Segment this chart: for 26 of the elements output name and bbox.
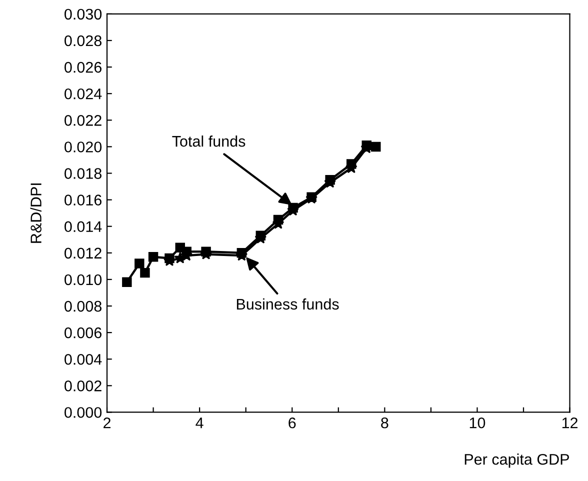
- x-tick-label: 10: [470, 417, 486, 428]
- x-tick-label: 8: [381, 417, 388, 428]
- x-tick-label: 12: [562, 417, 578, 428]
- annotation: Business funds: [236, 298, 339, 310]
- y-tick-label: 0.018: [64, 168, 102, 179]
- annotation: Total funds: [172, 135, 246, 147]
- y-tick-label: 0.022: [64, 115, 102, 126]
- y-tick-label: 0.010: [64, 274, 102, 286]
- x-tick-label: 6: [288, 417, 296, 428]
- y-tick-label: 0.004: [64, 354, 102, 365]
- x-tick-label: 2: [104, 417, 110, 428]
- x-axis-title: Per capita GDP: [464, 454, 569, 468]
- y-tick-label: 0.008: [64, 300, 102, 312]
- y-tick-label: 0.020: [64, 142, 102, 152]
- y-tick-label: 0.028: [64, 35, 102, 46]
- y-tick-label: 0.006: [64, 327, 102, 338]
- y-tick-label: 0.030: [64, 8, 102, 20]
- y-tick-label: 0.014: [64, 221, 102, 232]
- y-tick-label: 0.002: [64, 380, 102, 392]
- y-tick-label: 0.012: [64, 248, 102, 259]
- y-tick-label: 0.016: [64, 194, 102, 206]
- y-tick-label: 0.024: [64, 88, 102, 100]
- y-axis-title: R&D/DPI: [30, 184, 42, 243]
- y-tick-label: 0.000: [64, 407, 102, 418]
- y-tick-label: 0.026: [64, 62, 102, 73]
- x-tick-label: 4: [196, 418, 204, 428]
